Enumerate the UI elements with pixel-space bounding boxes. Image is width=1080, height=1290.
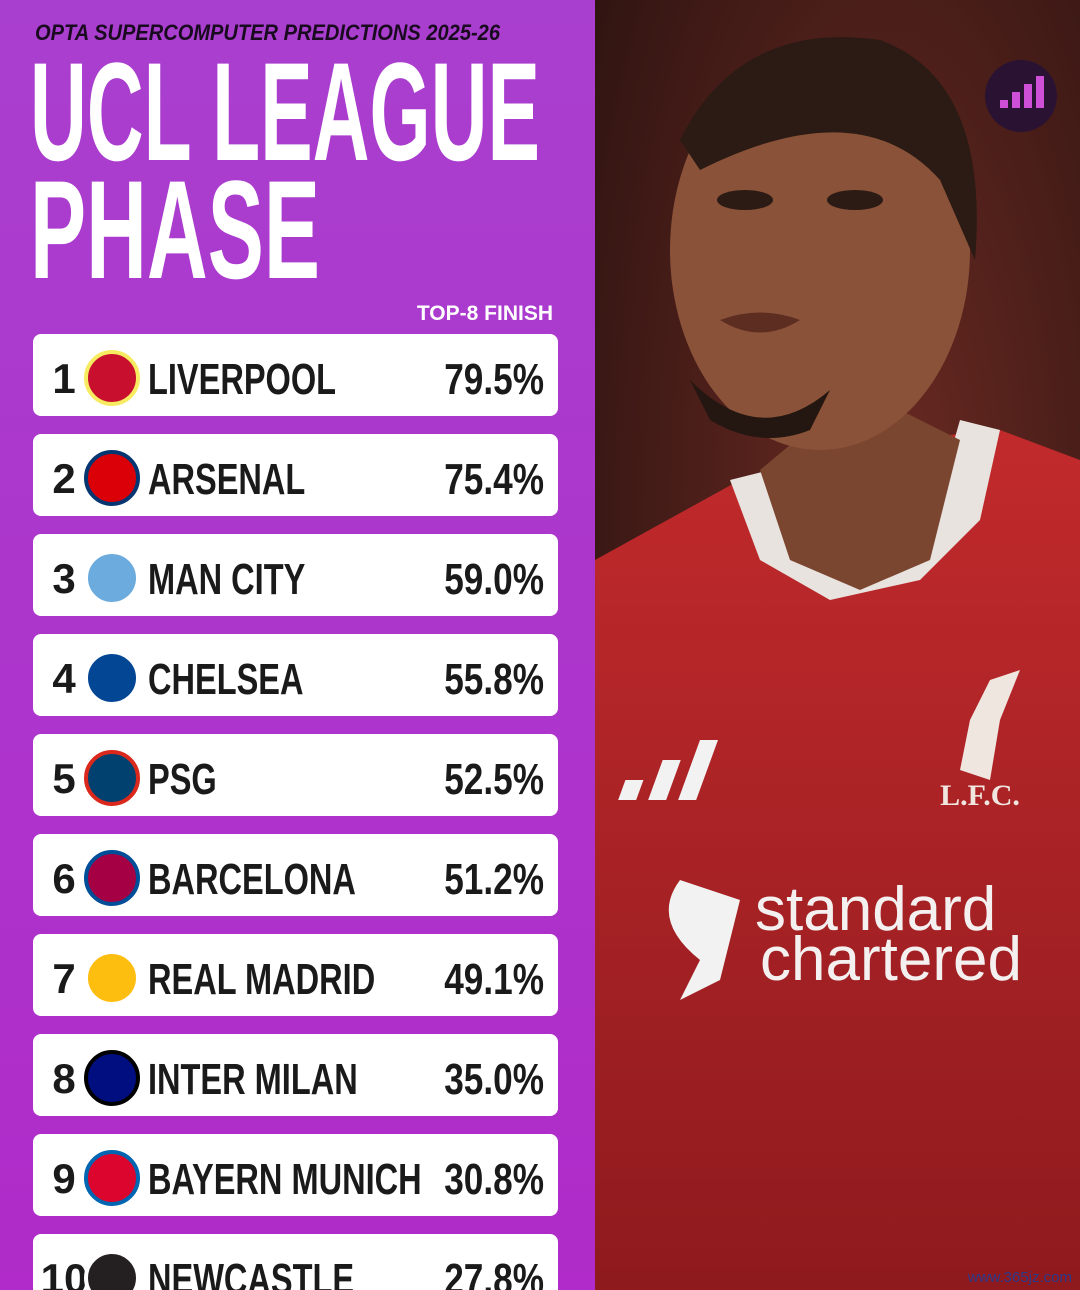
row-card bbox=[33, 434, 558, 516]
team-name: BARCELONA bbox=[148, 855, 356, 904]
team-logo bbox=[84, 450, 140, 506]
team-logo bbox=[84, 850, 140, 906]
top8-value: 51.2% bbox=[444, 855, 544, 904]
rank: 3 bbox=[52, 555, 75, 602]
table-row: 6 BARCELONA 51.2% bbox=[33, 834, 558, 916]
team-logo bbox=[84, 550, 140, 606]
team-name: PSG bbox=[148, 755, 217, 804]
table-row: 5 PSG 52.5% bbox=[33, 734, 558, 816]
title: UCL LEAGUE bbox=[30, 33, 540, 190]
row-card bbox=[33, 1034, 558, 1116]
team-name: LIVERPOOL bbox=[148, 355, 336, 404]
rank: 8 bbox=[52, 1055, 75, 1102]
top8-value: 75.4% bbox=[444, 455, 544, 504]
rank: 9 bbox=[52, 1155, 75, 1202]
sponsor-line: standard bbox=[755, 875, 996, 944]
row-card bbox=[33, 834, 558, 916]
table-row: 1 LIVERPOOL 79.5% bbox=[33, 334, 558, 416]
row-card bbox=[33, 1234, 558, 1290]
top8-value: 27.8% bbox=[444, 1255, 544, 1290]
table-row: 3 MAN CITY 59.0% bbox=[33, 534, 558, 616]
team-logo bbox=[84, 1250, 140, 1290]
table-row: 8 INTER MILAN 35.0% bbox=[33, 1034, 558, 1116]
top8-value: 49.1% bbox=[444, 955, 544, 1004]
row-card bbox=[33, 1134, 558, 1216]
team-name: INTER MILAN bbox=[148, 1055, 358, 1104]
team-logo bbox=[84, 950, 140, 1006]
team-logo bbox=[84, 750, 140, 806]
title: PHASE bbox=[30, 151, 320, 308]
sponsor-line: chartered bbox=[760, 925, 1022, 994]
team-name: NEWCASTLE bbox=[148, 1255, 354, 1290]
column-header: TOP-8 FINISH bbox=[417, 302, 553, 325]
rank: 1 bbox=[52, 355, 75, 402]
table: 1 LIVERPOOL 79.5% 2 ARSENAL 75.4% 3 MAN CITY 59.… bbox=[33, 334, 558, 1290]
rank: 10 bbox=[41, 1255, 88, 1290]
rank: 6 bbox=[52, 855, 75, 902]
table-row: 7 REAL MADRID 49.1% bbox=[33, 934, 558, 1016]
team-logo bbox=[84, 650, 140, 706]
row-card bbox=[33, 334, 558, 416]
team-name: BAYERN MUNICH bbox=[148, 1155, 422, 1204]
row-card bbox=[33, 734, 558, 816]
table-row: 10 NEWCASTLE 27.8% bbox=[33, 1234, 558, 1290]
team-logo bbox=[84, 1150, 140, 1206]
player-photo bbox=[595, 0, 1080, 1290]
team-name: CHELSEA bbox=[148, 655, 304, 704]
kicker: OPTA SUPERCOMPUTER PREDICTIONS 2025-26 bbox=[35, 20, 501, 45]
rank: 2 bbox=[52, 455, 75, 502]
team-name: ARSENAL bbox=[148, 455, 305, 504]
team-name: REAL MADRID bbox=[148, 955, 375, 1004]
row-card bbox=[33, 534, 558, 616]
team-name: MAN CITY bbox=[148, 555, 305, 604]
team-logo bbox=[84, 1050, 140, 1106]
row-card bbox=[33, 634, 558, 716]
top8-value: 79.5% bbox=[444, 355, 544, 404]
rank: 7 bbox=[52, 955, 75, 1002]
team-logo bbox=[84, 350, 140, 406]
top8-value: 59.0% bbox=[444, 555, 544, 604]
rank: 4 bbox=[52, 655, 76, 702]
rank: 5 bbox=[52, 755, 75, 802]
top8-value: 35.0% bbox=[444, 1055, 544, 1104]
table-row: 9 BAYERN MUNICH 30.8% bbox=[33, 1134, 558, 1216]
top8-value: 52.5% bbox=[444, 755, 544, 804]
table-row: 2 ARSENAL 75.4% bbox=[33, 434, 558, 516]
crest-text: L.F.C. bbox=[940, 779, 1020, 812]
top8-value: 30.8% bbox=[444, 1155, 544, 1204]
watermark: www.365jz.com bbox=[967, 1269, 1072, 1286]
top8-value: 55.8% bbox=[444, 655, 544, 704]
table-row: 4 CHELSEA 55.8% bbox=[33, 634, 558, 716]
row-card bbox=[33, 934, 558, 1016]
